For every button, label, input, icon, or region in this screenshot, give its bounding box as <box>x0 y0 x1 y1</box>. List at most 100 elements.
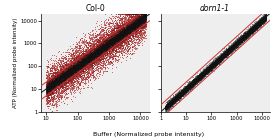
Point <box>200 73 205 75</box>
Point <box>195 77 199 79</box>
Point <box>86 65 91 68</box>
Point <box>59 78 64 80</box>
Point <box>255 25 260 27</box>
Point <box>227 50 232 52</box>
Point <box>82 63 87 65</box>
Point <box>176 94 180 96</box>
Point <box>195 77 199 79</box>
Point <box>61 65 65 67</box>
Point <box>59 77 64 79</box>
Point <box>103 42 108 44</box>
Point <box>201 70 205 72</box>
Point <box>84 57 88 59</box>
Point <box>200 70 205 73</box>
Point <box>208 67 213 69</box>
Point <box>62 75 67 77</box>
Point <box>227 53 232 55</box>
Point <box>167 101 172 104</box>
Point <box>228 50 232 52</box>
Point <box>240 33 244 36</box>
Point <box>196 77 201 79</box>
Point <box>242 35 246 37</box>
Point <box>97 61 102 63</box>
Point <box>60 75 64 78</box>
Point <box>217 58 221 60</box>
Point <box>68 78 72 80</box>
Point <box>230 47 235 49</box>
Point <box>46 89 51 91</box>
Point <box>94 47 98 49</box>
Point <box>119 33 123 35</box>
Point <box>260 21 265 23</box>
Point <box>60 74 65 76</box>
Point <box>126 31 130 33</box>
Point <box>225 54 230 56</box>
Point <box>243 34 248 36</box>
Point <box>112 36 116 38</box>
Point <box>128 37 132 39</box>
Point <box>197 79 201 81</box>
Point <box>177 94 181 96</box>
Point <box>183 91 188 93</box>
Point <box>116 46 121 48</box>
Point <box>163 107 168 109</box>
Point <box>55 75 60 77</box>
Point <box>201 74 206 76</box>
Point <box>193 82 197 84</box>
Point <box>236 42 241 44</box>
Point <box>123 29 128 31</box>
Point <box>214 62 218 64</box>
Point <box>59 82 63 84</box>
Point <box>252 25 257 27</box>
Point <box>246 30 251 32</box>
Point <box>67 68 72 70</box>
Point <box>76 68 80 70</box>
Point <box>224 56 228 58</box>
Point <box>218 59 222 62</box>
Point <box>121 30 126 33</box>
Point <box>79 69 84 71</box>
Point <box>84 50 88 53</box>
Point <box>233 45 237 47</box>
Point <box>234 43 238 46</box>
Point <box>176 95 180 97</box>
Point <box>58 72 62 75</box>
Point <box>184 91 188 93</box>
Point <box>233 41 238 43</box>
Point <box>169 105 173 107</box>
Point <box>83 61 87 63</box>
Point <box>138 19 142 21</box>
Point <box>243 34 248 36</box>
Point <box>63 67 67 69</box>
Point <box>200 72 204 75</box>
Point <box>203 73 208 75</box>
Point <box>135 13 140 15</box>
Point <box>120 29 125 32</box>
Point <box>135 23 139 25</box>
Point <box>46 96 51 98</box>
Point <box>218 59 222 61</box>
Point <box>244 35 248 38</box>
Point <box>175 94 179 96</box>
Point <box>103 51 108 54</box>
Point <box>110 53 115 55</box>
Point <box>259 20 263 22</box>
Point <box>179 94 183 97</box>
Point <box>253 25 257 27</box>
Point <box>253 25 257 28</box>
Point <box>191 83 195 86</box>
Point <box>176 95 181 98</box>
Point <box>261 21 265 23</box>
Point <box>63 72 67 75</box>
Point <box>95 56 100 58</box>
Point <box>56 81 60 83</box>
Point <box>174 95 178 97</box>
Point <box>58 80 63 83</box>
Point <box>83 67 87 70</box>
Point <box>252 26 256 28</box>
Point <box>123 30 127 33</box>
Point <box>211 65 215 67</box>
Point <box>88 47 92 49</box>
Point <box>212 62 217 64</box>
Point <box>222 53 227 55</box>
